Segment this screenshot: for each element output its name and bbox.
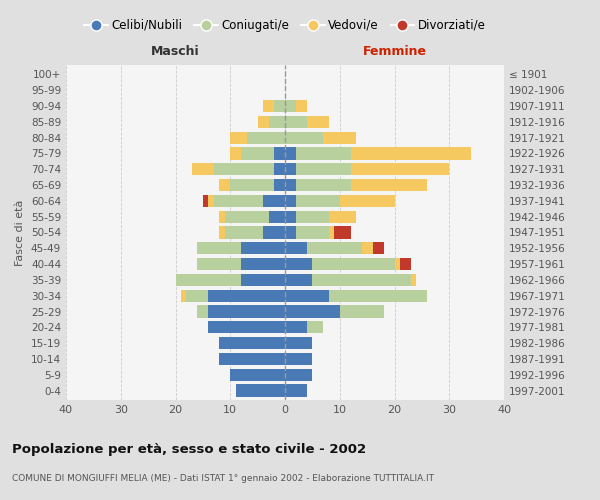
Text: Popolazione per età, sesso e stato civile - 2002: Popolazione per età, sesso e stato civil… [12,442,366,456]
Bar [285,384,307,396]
Bar [214,163,274,175]
Bar [313,274,411,286]
Text: COMUNE DI MONGIUFFI MELIA (ME) - Dati ISTAT 1° gennaio 2002 - Elaborazione TUTTI: COMUNE DI MONGIUFFI MELIA (ME) - Dati IS… [12,474,434,483]
Bar [362,242,373,254]
Bar [285,321,307,334]
Bar [285,306,340,318]
Bar [230,148,241,160]
Bar [285,368,313,381]
Bar [263,226,285,238]
Bar [307,116,329,128]
Bar [313,258,395,270]
Text: Femmine: Femmine [362,45,427,58]
Bar [285,163,296,175]
Bar [208,290,285,302]
Bar [197,242,241,254]
Bar [296,226,329,238]
Bar [220,353,285,365]
Bar [220,179,230,192]
Bar [285,274,313,286]
Bar [296,148,350,160]
Bar [230,179,274,192]
Bar [285,290,329,302]
Bar [285,258,313,270]
Bar [373,242,383,254]
Bar [187,290,208,302]
Bar [334,226,350,238]
Bar [236,384,285,396]
Bar [274,148,285,160]
Bar [274,163,285,175]
Bar [340,194,395,207]
Bar [296,194,340,207]
Bar [329,226,334,238]
Bar [350,148,471,160]
Bar [285,179,296,192]
Bar [285,100,296,112]
Bar [285,226,296,238]
Bar [296,179,350,192]
Bar [285,194,296,207]
Bar [214,194,263,207]
Bar [274,179,285,192]
Bar [241,274,285,286]
Bar [181,290,187,302]
Bar [220,210,225,223]
Bar [176,274,241,286]
Bar [285,148,296,160]
Legend: Celibi/Nubili, Coniugati/e, Vedovi/e, Divorziati/e: Celibi/Nubili, Coniugati/e, Vedovi/e, Di… [84,19,486,32]
Bar [285,210,296,223]
Bar [263,100,274,112]
Bar [285,116,307,128]
Bar [192,163,214,175]
Bar [220,337,285,349]
Bar [274,100,285,112]
Bar [340,306,383,318]
Bar [208,306,285,318]
Bar [263,194,285,207]
Bar [241,148,274,160]
Bar [285,337,313,349]
Bar [350,179,427,192]
Y-axis label: Fasce di età: Fasce di età [16,200,25,266]
Bar [230,368,285,381]
Bar [269,116,285,128]
Bar [208,194,214,207]
Bar [225,226,263,238]
Bar [241,258,285,270]
Bar [269,210,285,223]
Bar [241,242,285,254]
Bar [307,321,323,334]
Bar [285,242,307,254]
Bar [307,242,362,254]
Bar [197,258,241,270]
Bar [395,258,400,270]
Bar [230,132,247,144]
Bar [285,132,323,144]
Bar [197,306,208,318]
Bar [296,210,329,223]
Bar [220,226,225,238]
Bar [350,163,449,175]
Bar [411,274,416,286]
Bar [257,116,269,128]
Text: Maschi: Maschi [151,45,200,58]
Bar [323,132,356,144]
Bar [225,210,269,223]
Bar [296,163,350,175]
Bar [208,321,285,334]
Bar [203,194,208,207]
Bar [329,290,427,302]
Bar [296,100,307,112]
Bar [329,210,356,223]
Bar [285,353,313,365]
Bar [247,132,285,144]
Bar [400,258,411,270]
